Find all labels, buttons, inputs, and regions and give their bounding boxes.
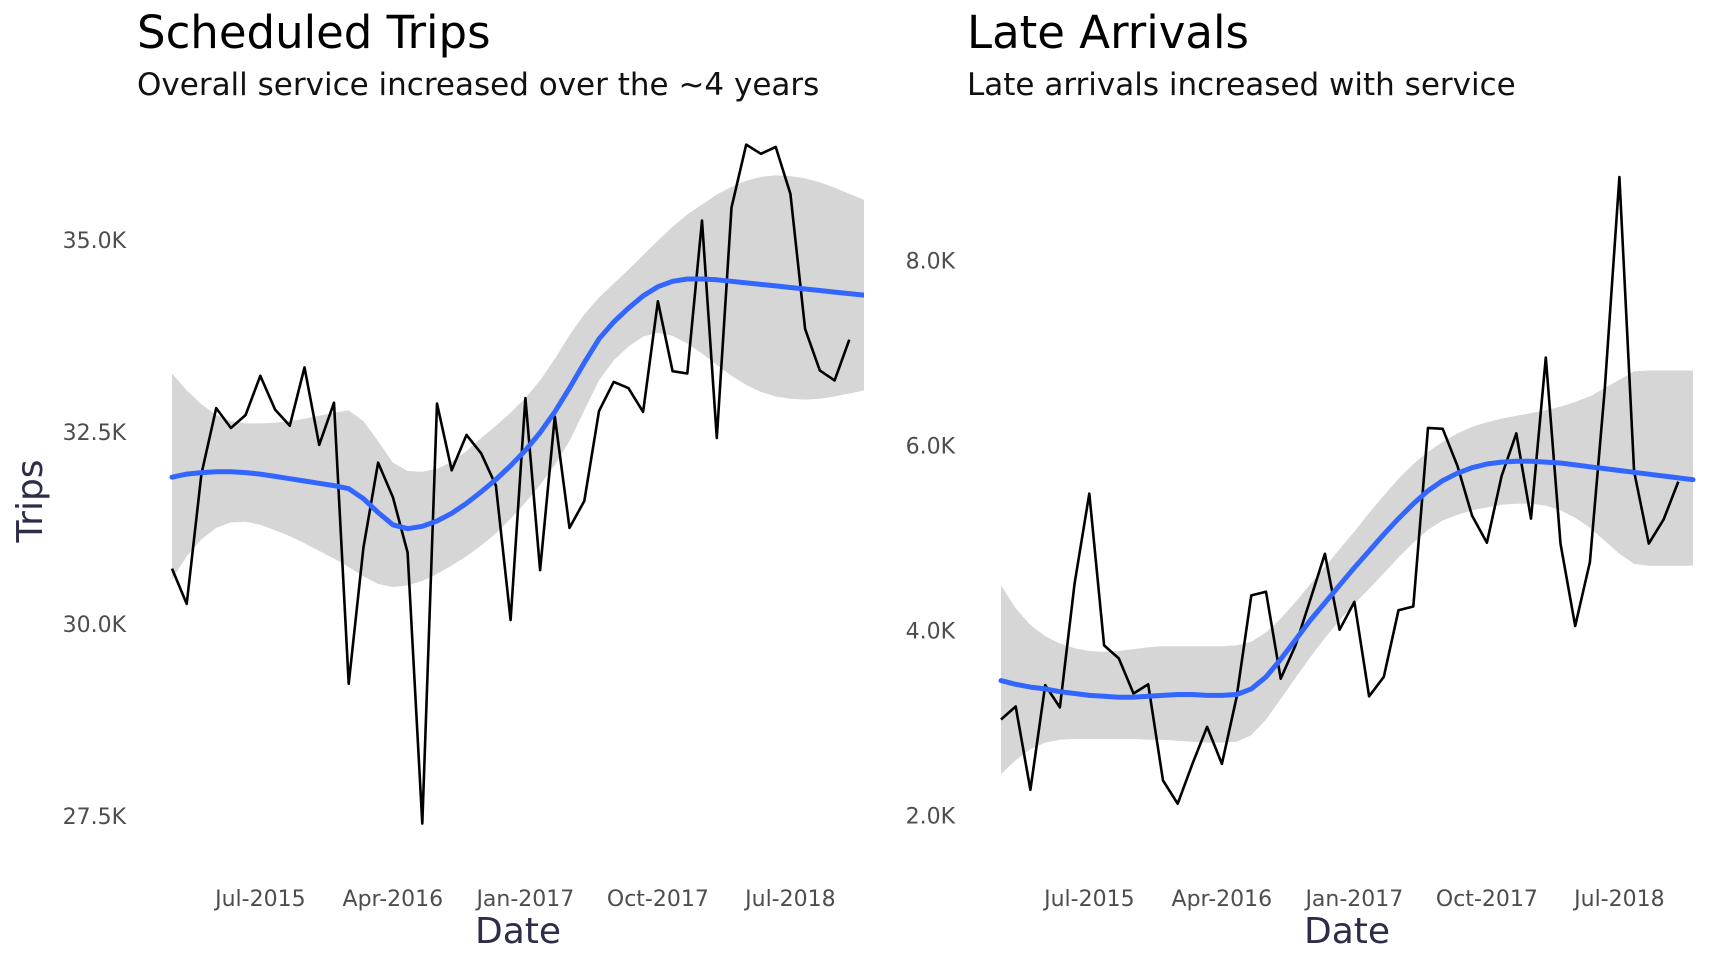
x-tick-label: Jul-2018 (743, 887, 835, 912)
y-tick-label: 8.0K (906, 249, 956, 274)
x-tick-label: Oct-2017 (607, 887, 709, 912)
y-tick-label: 30.0K (63, 613, 127, 638)
y-tick-label: 6.0K (906, 434, 956, 459)
chart-title: Scheduled Trips (137, 6, 491, 59)
y-tick-label: 2.0K (906, 805, 956, 830)
y-tick-label: 35.0K (63, 229, 127, 254)
x-tick-label: Jul-2015 (1042, 887, 1134, 912)
data-line (1000, 175, 1680, 806)
late-arrivals-plot: 2.0K 4.0K 6.0K 8.0K Jul-2015 Apr-2016 Jan-2017… (906, 175, 1696, 952)
y-tick-label: 4.0K (906, 620, 956, 645)
x-axis-title: Date (1304, 911, 1390, 952)
x-tick-label: Apr-2016 (343, 887, 444, 912)
trend-line (169, 276, 864, 532)
x-axis-title: Date (475, 911, 561, 952)
x-tick-label: Jul-2018 (1572, 887, 1664, 912)
trend-line (998, 458, 1696, 700)
x-tick-label: Jan-2017 (474, 887, 574, 912)
confidence-band (1001, 370, 1693, 775)
x-tick-label: Apr-2016 (1172, 887, 1273, 912)
x-tick-label: Jul-2015 (213, 887, 305, 912)
late-arrivals-panel: Late Arrivals Late arrivals increased wi… (864, 0, 1728, 960)
scheduled-trips-plot: 27.5K 30.0K 32.5K 35.0K Jul-2015 Apr-2016 Jan-… (10, 143, 864, 952)
y-tick-label: 27.5K (63, 805, 127, 830)
y-tick-label: 32.5K (63, 421, 127, 446)
chart-subtitle: Overall service increased over the ~4 ye… (137, 67, 820, 103)
data-line (170, 143, 851, 825)
x-tick-label: Oct-2017 (1436, 887, 1538, 912)
chart-subtitle: Late arrivals increased with service (967, 67, 1516, 103)
chart-title: Late Arrivals (967, 6, 1249, 59)
x-tick-label: Jan-2017 (1303, 887, 1403, 912)
y-axis-title: Trips (10, 459, 51, 543)
scheduled-trips-panel: Scheduled Trips Overall service increase… (10, 6, 864, 952)
